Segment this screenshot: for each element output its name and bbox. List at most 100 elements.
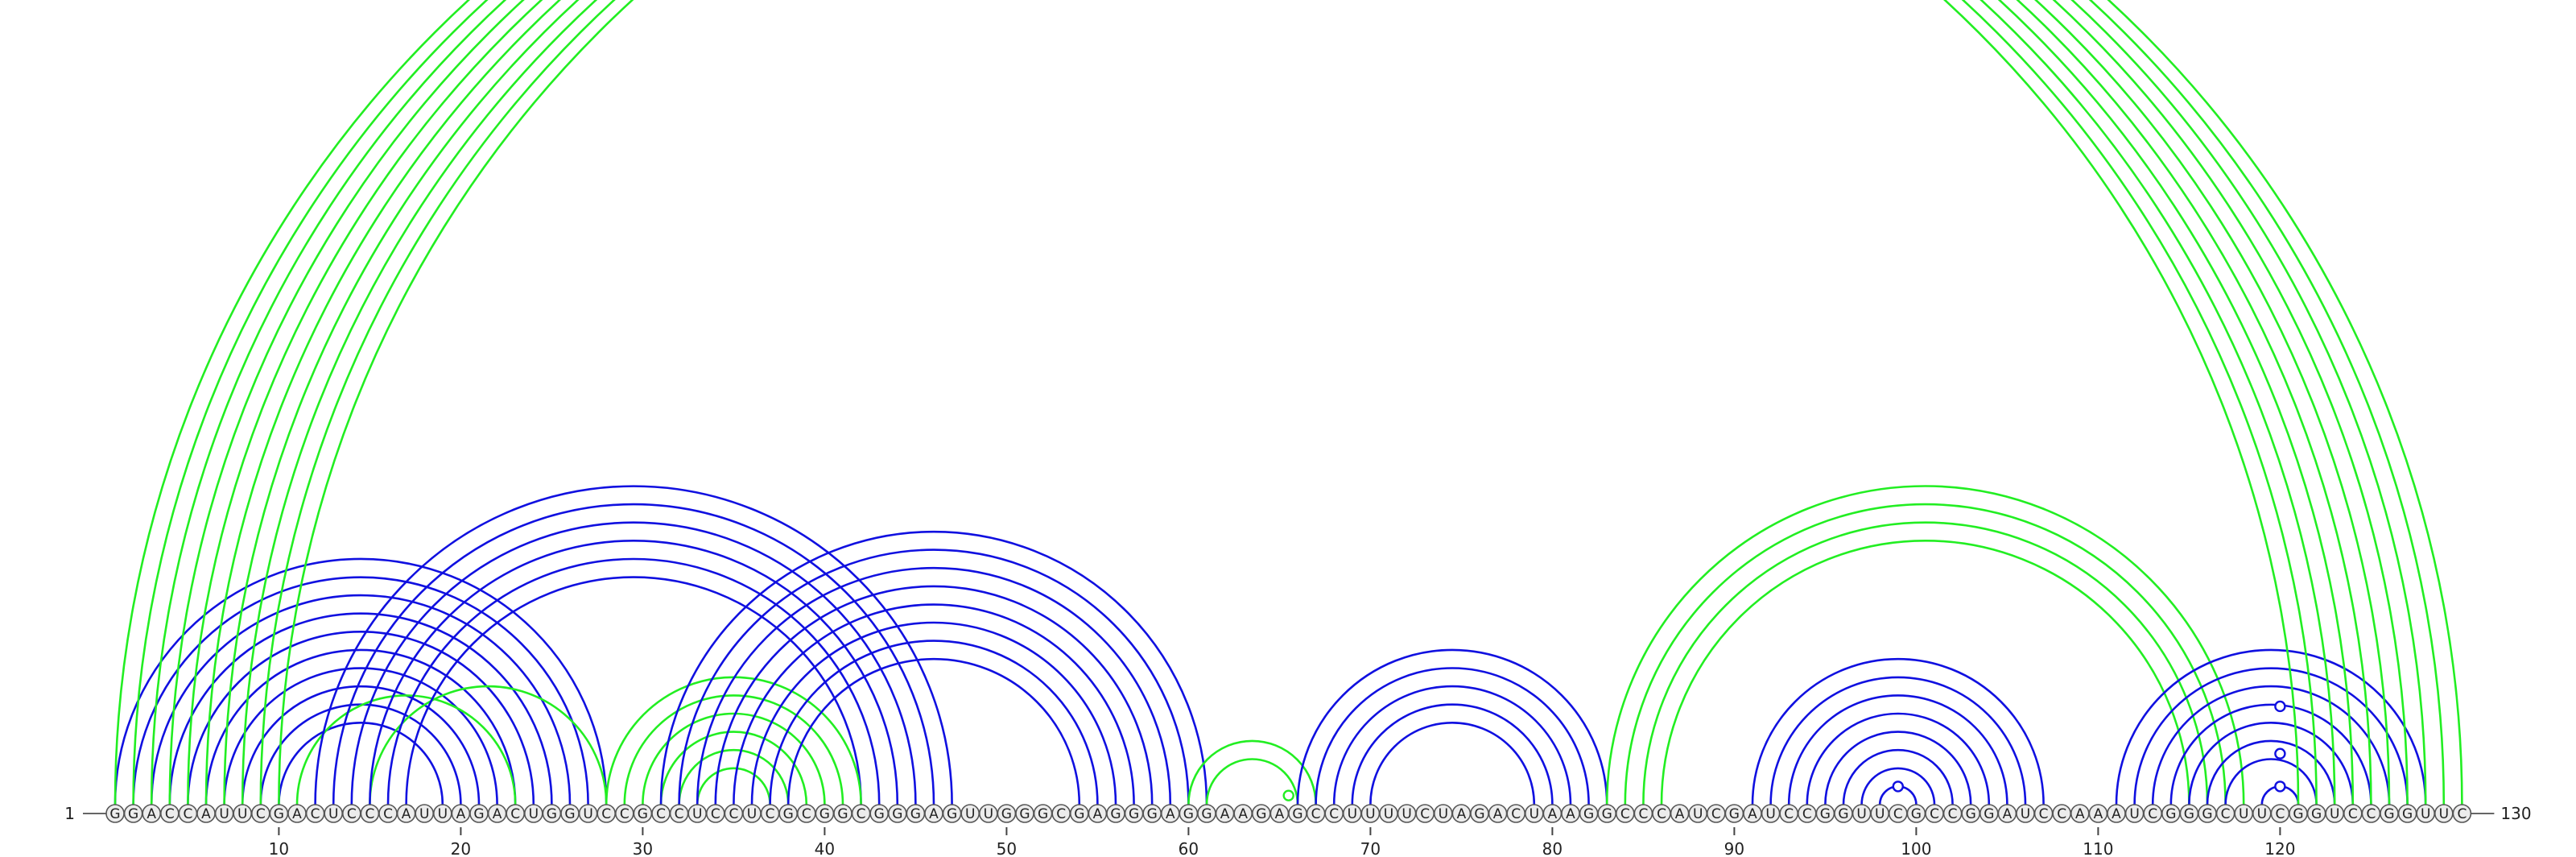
nucleotide: G bbox=[778, 804, 799, 823]
nucleotide: U bbox=[1761, 804, 1781, 823]
nucleotide: U bbox=[432, 804, 452, 823]
base-pair-arc bbox=[1824, 731, 1972, 805]
nucleotide: A bbox=[196, 804, 216, 823]
nucleotide-letter: U bbox=[2021, 806, 2030, 822]
nucleotide: C bbox=[1942, 804, 1963, 823]
nucleotide-letter: C bbox=[1311, 806, 1321, 822]
nucleotide-letter: A bbox=[1220, 806, 1230, 822]
nucleotide: G bbox=[2306, 804, 2326, 823]
nucleotide-letter: G bbox=[819, 806, 830, 822]
nucleotide: A bbox=[2088, 804, 2108, 823]
nucleotide: A bbox=[287, 804, 307, 823]
nucleotide: U bbox=[742, 804, 762, 823]
base-pair-arc bbox=[2115, 648, 2427, 805]
nucleotide: U bbox=[2016, 804, 2035, 823]
nucleotide: C bbox=[1306, 804, 1326, 823]
nucleotide-letter: U bbox=[1530, 806, 1539, 822]
base-pair-arc bbox=[204, 648, 517, 805]
base-pair-arc bbox=[259, 703, 462, 805]
base-pair-arc bbox=[1751, 657, 2045, 805]
axis-tick-label: 30 bbox=[633, 839, 653, 857]
arc-marker bbox=[1892, 780, 1905, 793]
nucleotide-letter: C bbox=[2039, 806, 2049, 822]
nucleotide: G bbox=[123, 804, 143, 823]
nucleotide-letter: C bbox=[656, 806, 666, 822]
nucleotide-letter: G bbox=[1602, 806, 1612, 822]
nucleotide: G bbox=[1015, 804, 1034, 823]
nucleotide-letter: G bbox=[1129, 806, 1139, 822]
nucleotide: A bbox=[396, 804, 416, 823]
nucleotide: C bbox=[724, 804, 744, 823]
nucleotide: G bbox=[1579, 804, 1599, 823]
nucleotide-letter: C bbox=[256, 806, 266, 822]
nucleotide-letter: C bbox=[510, 806, 520, 822]
nucleotide-letter: C bbox=[1511, 806, 1521, 822]
base-pair-arc bbox=[1842, 748, 1954, 805]
nucleotide: C bbox=[341, 804, 361, 823]
nucleotide: A bbox=[2107, 804, 2126, 823]
nucleotide: A bbox=[1451, 804, 1472, 823]
base-pair-arc bbox=[1769, 676, 2027, 805]
base-pair-arc bbox=[1332, 685, 1572, 805]
nucleotide: C bbox=[1889, 804, 1908, 823]
axis-tick-label: 50 bbox=[997, 839, 1017, 857]
base-pair-arc bbox=[2188, 722, 2355, 805]
nucleotide: C bbox=[305, 804, 325, 823]
nucleotide-letter: G bbox=[1838, 806, 1848, 822]
nucleotide-letter: A bbox=[2003, 806, 2013, 822]
nucleotide-letter: C bbox=[729, 806, 738, 822]
nucleotide-letter: U bbox=[2257, 806, 2267, 822]
nucleotide-letter: G bbox=[2202, 806, 2212, 822]
nucleotide: C bbox=[651, 804, 671, 823]
nucleotide: C bbox=[1798, 804, 1817, 823]
nucleotide-letter: U bbox=[1856, 806, 1866, 822]
nucleotide: U bbox=[1852, 804, 1872, 823]
nucleotide-letter: C bbox=[1329, 806, 1339, 822]
base-pair-arc bbox=[696, 566, 1172, 805]
base-pair-arc bbox=[1315, 667, 1590, 805]
nucleotide-letter: U bbox=[2239, 806, 2248, 822]
nucleotide: U bbox=[1525, 804, 1544, 823]
nucleotide-letter: G bbox=[910, 806, 921, 822]
base-pair-arc bbox=[1369, 722, 1536, 805]
nucleotide-letter: G bbox=[128, 806, 138, 822]
nucleotide-letter: C bbox=[2457, 806, 2467, 822]
nucleotide: C bbox=[2270, 804, 2290, 823]
nucleotide-letter: G bbox=[892, 806, 902, 822]
axis-tick-label: 20 bbox=[451, 839, 471, 857]
sequence-end-label: 130 bbox=[2500, 804, 2531, 823]
nucleotide: G bbox=[888, 804, 907, 823]
nucleotide-letter: G bbox=[1911, 806, 1922, 822]
nucleotide-letter: C bbox=[601, 806, 611, 822]
nucleotide: G bbox=[1033, 804, 1053, 823]
base-pair-arc bbox=[314, 485, 953, 805]
axis-tick-label: 10 bbox=[269, 839, 289, 857]
nucleotide: U bbox=[324, 804, 344, 823]
nucleotide: C bbox=[796, 804, 816, 823]
base-pair-arc bbox=[1642, 521, 2209, 805]
arc-marker bbox=[2274, 780, 2286, 793]
axis-tick-label: 120 bbox=[2264, 839, 2295, 857]
nucleotide-letter: C bbox=[1948, 806, 1958, 822]
nucleotide-letter: U bbox=[1384, 806, 1393, 822]
nucleotide: U bbox=[1688, 804, 1707, 823]
nucleotide: A bbox=[142, 804, 161, 823]
nucleotide: U bbox=[2434, 804, 2454, 823]
nucleotide: G bbox=[1179, 804, 1199, 823]
nucleotide: C bbox=[2343, 804, 2363, 823]
nucleotide: C bbox=[2361, 804, 2381, 823]
nucleotide-letter: G bbox=[1292, 806, 1302, 822]
nucleotide-letter: C bbox=[183, 806, 192, 822]
base-pair-arc bbox=[733, 603, 1135, 805]
base-pair-arc bbox=[1187, 739, 1317, 805]
base-pair-arc bbox=[1605, 485, 2245, 805]
nucleotide: C bbox=[597, 804, 617, 823]
axis-tick-label: 100 bbox=[1901, 839, 1931, 857]
nucleotide: U bbox=[1434, 804, 1453, 823]
nucleotide-letter: G bbox=[947, 806, 957, 822]
nucleotide: U bbox=[2252, 804, 2272, 823]
nucleotide-letter: C bbox=[383, 806, 393, 822]
nucleotide-letter: U bbox=[2439, 806, 2449, 822]
base-pair-arcs bbox=[114, 0, 2463, 805]
